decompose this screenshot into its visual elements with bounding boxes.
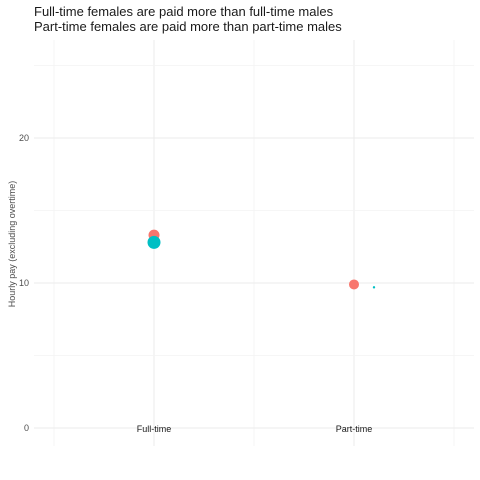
chart-title-line-1: Full-time females are paid more than ful… bbox=[34, 4, 334, 19]
x-categories: Full-time Part-time bbox=[137, 424, 373, 434]
y-tick-label: 20 bbox=[19, 133, 29, 143]
y-axis-title: Hourly pay (excluding overtime) bbox=[7, 181, 17, 308]
data-point bbox=[148, 236, 161, 249]
data-point bbox=[373, 286, 375, 288]
data-point bbox=[349, 279, 359, 289]
y-tick-label: 10 bbox=[19, 278, 29, 288]
category-label: Full-time bbox=[137, 424, 172, 434]
data-points bbox=[148, 230, 376, 290]
category-label: Part-time bbox=[336, 424, 373, 434]
y-ticks: 0 10 20 bbox=[19, 133, 29, 433]
y-tick-label: 0 bbox=[24, 423, 29, 433]
grid bbox=[34, 40, 474, 446]
chart-title-line-2: Part-time females are paid more than par… bbox=[34, 19, 342, 34]
